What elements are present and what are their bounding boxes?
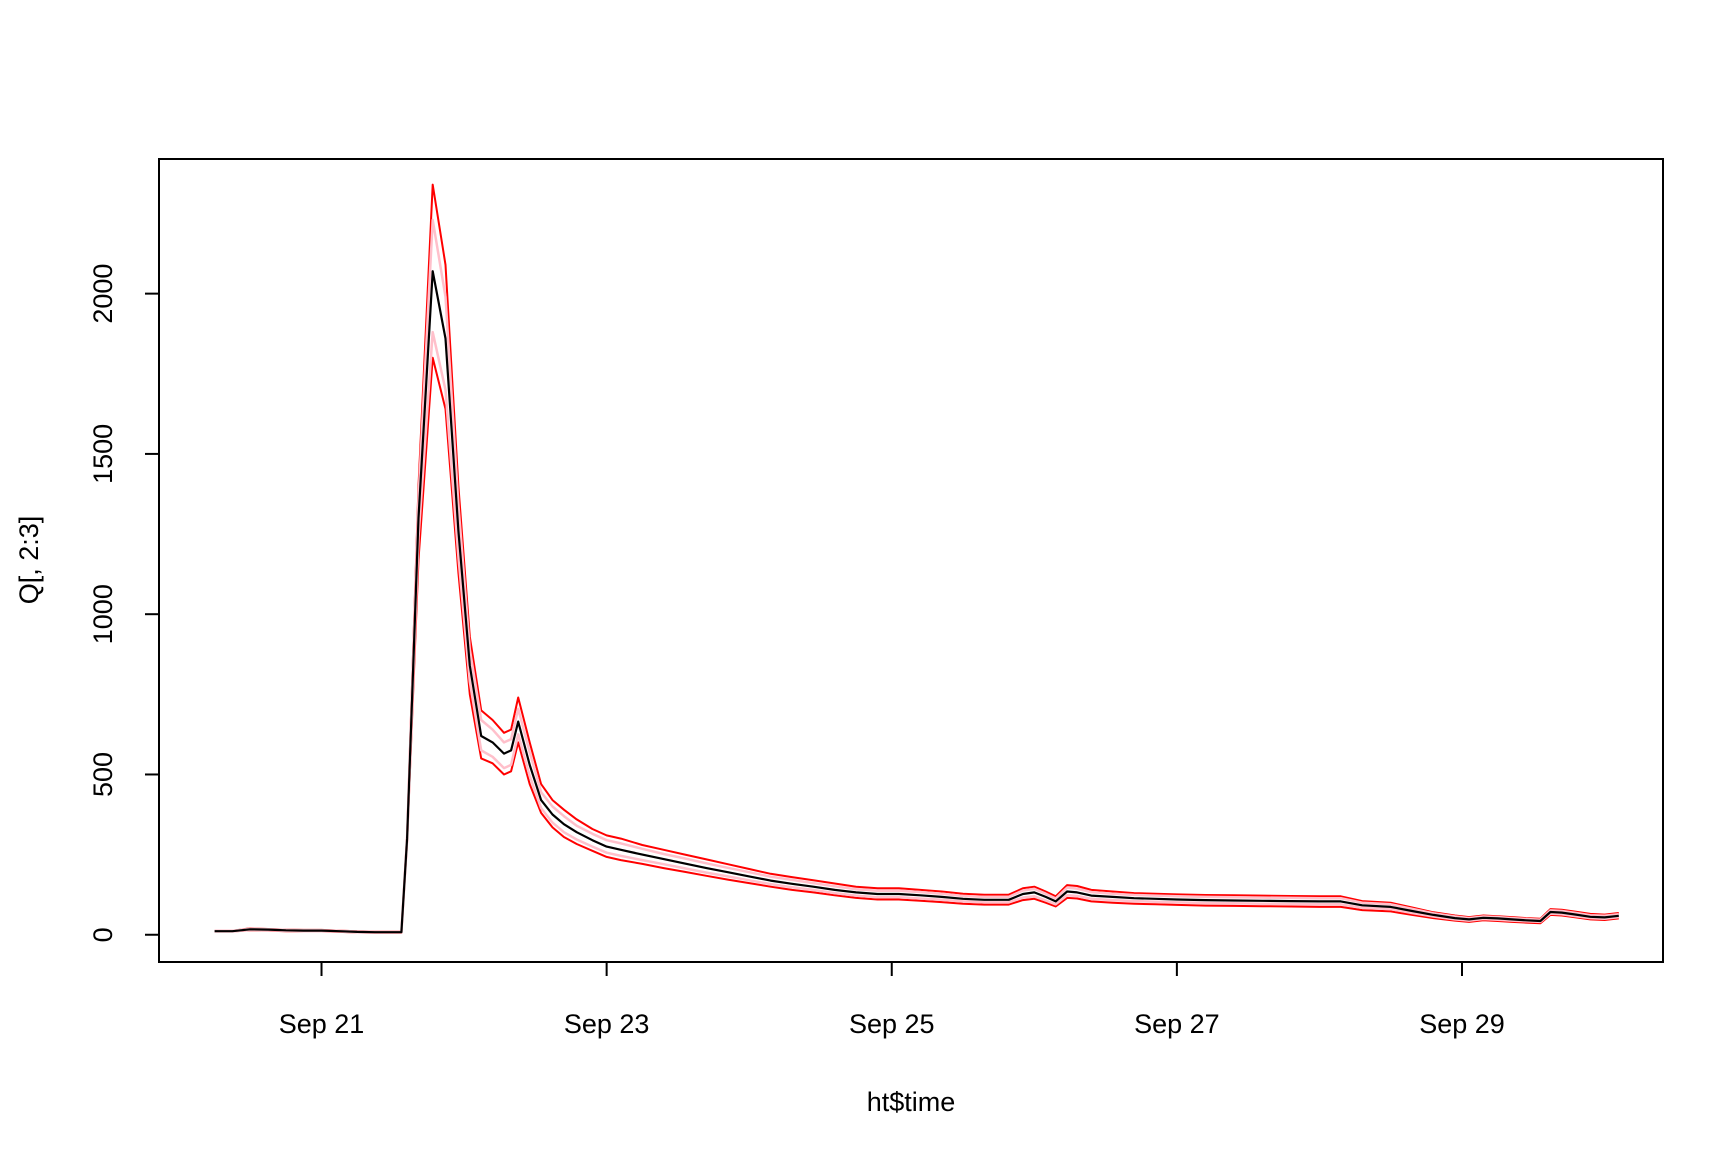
y-axis: 0 500 1000 1500 2000 [88,264,160,942]
series-layer [214,183,1619,934]
x-tick-label: Sep 27 [1134,1009,1220,1039]
series-line-outer-lower [214,356,1619,934]
y-tick-label: 1500 [88,424,118,484]
series-line-outer-upper [214,183,1619,933]
y-tick-label: 1000 [88,584,118,644]
x-axis: Sep 21 Sep 23 Sep 25 Sep 27 Sep 29 [279,961,1505,1039]
series-line-inner-upper [214,218,1619,934]
series-line-central [214,270,1619,934]
y-tick-label: 2000 [88,264,118,324]
y-axis-label: Q[, 2:3] [14,516,44,605]
plot-box [158,158,1664,963]
series-line-inner-lower [214,330,1619,934]
y-tick-label: 500 [88,752,118,797]
x-tick-label: Sep 29 [1419,1009,1505,1039]
x-axis-label: ht$time [867,1087,956,1117]
x-tick-label: Sep 21 [279,1009,365,1039]
x-tick-label: Sep 25 [849,1009,935,1039]
y-tick-label: 0 [88,927,118,942]
x-tick-label: Sep 23 [564,1009,650,1039]
